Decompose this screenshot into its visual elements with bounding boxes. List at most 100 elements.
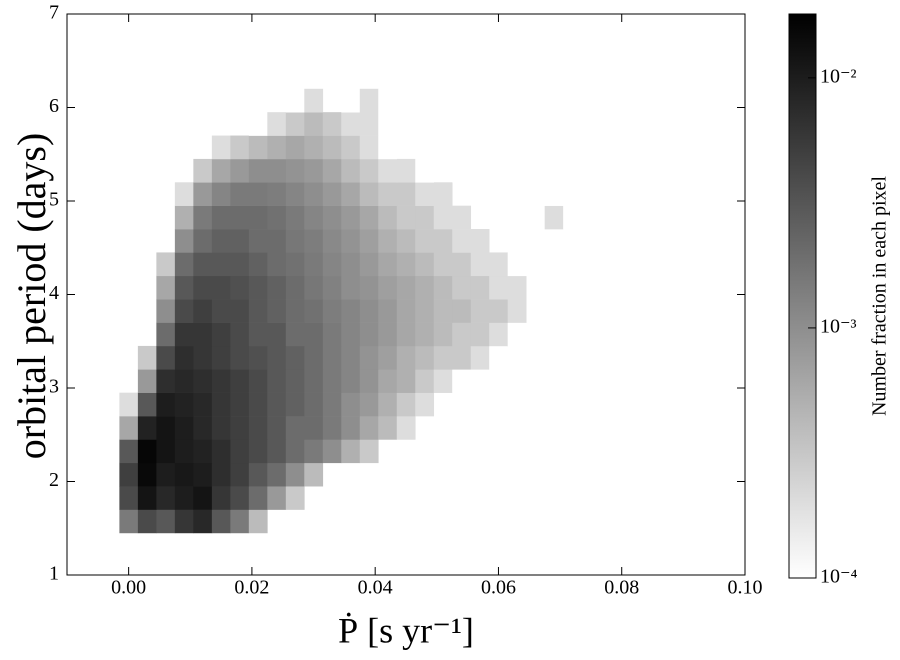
cell xyxy=(193,299,213,323)
cell xyxy=(248,229,268,253)
cell xyxy=(415,252,435,277)
cell xyxy=(267,439,287,464)
cell xyxy=(304,345,324,370)
cell xyxy=(378,322,398,347)
cell xyxy=(137,392,157,417)
cell xyxy=(156,369,176,393)
cell xyxy=(341,112,361,136)
cell xyxy=(452,275,472,300)
cell xyxy=(174,275,194,300)
cell xyxy=(137,439,157,464)
cell xyxy=(359,135,379,160)
cell xyxy=(452,158,472,183)
cell xyxy=(248,322,268,347)
cell xyxy=(378,158,398,183)
cell xyxy=(470,252,490,277)
cell xyxy=(193,252,213,277)
cell xyxy=(304,158,324,183)
cell xyxy=(230,135,250,160)
cell xyxy=(267,182,287,206)
cell xyxy=(193,439,213,464)
cell xyxy=(230,486,250,510)
cell xyxy=(119,486,139,510)
cell xyxy=(396,416,416,440)
cell xyxy=(378,112,398,136)
cell xyxy=(248,439,268,464)
x-tick-label: 0.08 xyxy=(604,577,639,599)
cell xyxy=(304,392,324,417)
cell xyxy=(378,229,398,253)
cell xyxy=(156,252,176,277)
cell xyxy=(378,299,398,323)
cell xyxy=(304,369,324,393)
cell xyxy=(396,205,416,230)
cell xyxy=(119,392,139,417)
cell xyxy=(267,392,287,417)
cell xyxy=(304,229,324,253)
cell xyxy=(267,369,287,393)
cell xyxy=(378,205,398,230)
cell xyxy=(285,322,305,347)
cell xyxy=(230,158,250,183)
cell xyxy=(359,369,379,393)
cell xyxy=(156,439,176,464)
cell xyxy=(248,509,268,534)
cell xyxy=(230,252,250,277)
cell xyxy=(378,416,398,440)
cell xyxy=(285,112,305,136)
cell xyxy=(452,205,472,230)
cell xyxy=(304,439,324,464)
cell xyxy=(322,322,342,347)
cell xyxy=(322,112,342,136)
cell xyxy=(211,322,231,347)
cell xyxy=(211,252,231,277)
x-tick-label: 0.00 xyxy=(111,577,146,599)
cell xyxy=(211,416,231,440)
cell xyxy=(322,135,342,160)
cell xyxy=(285,369,305,393)
cell xyxy=(378,88,398,113)
cell xyxy=(304,112,324,136)
cell xyxy=(396,392,416,417)
cell xyxy=(211,135,231,160)
cell xyxy=(433,369,453,393)
cell xyxy=(174,486,194,510)
cell xyxy=(174,205,194,230)
cell xyxy=(285,486,305,510)
cell xyxy=(211,345,231,370)
cell xyxy=(211,369,231,393)
cell xyxy=(156,416,176,440)
cell xyxy=(193,229,213,253)
cell xyxy=(415,182,435,206)
y-tick-label: 6 xyxy=(49,95,59,117)
cell xyxy=(378,369,398,393)
cell xyxy=(433,299,453,323)
cell xyxy=(285,205,305,230)
cell xyxy=(322,369,342,393)
cell xyxy=(489,299,508,323)
cell xyxy=(322,275,342,300)
cell xyxy=(304,252,324,277)
cell xyxy=(489,275,508,300)
cell xyxy=(267,229,287,253)
cell xyxy=(193,509,213,534)
cell xyxy=(378,182,398,206)
cell xyxy=(341,182,361,206)
cell xyxy=(230,439,250,464)
cell xyxy=(267,462,287,487)
cell xyxy=(248,112,268,136)
cell xyxy=(396,229,416,253)
cell xyxy=(285,299,305,323)
cell xyxy=(248,369,268,393)
cell xyxy=(452,252,472,277)
cell xyxy=(359,439,379,464)
cell xyxy=(174,229,194,253)
y-tick-label: 4 xyxy=(49,282,59,304)
cell xyxy=(285,345,305,370)
cell xyxy=(230,392,250,417)
x-tick-label: 0.04 xyxy=(358,577,393,599)
cell xyxy=(470,275,490,300)
cell xyxy=(341,416,361,440)
cell xyxy=(211,486,231,510)
